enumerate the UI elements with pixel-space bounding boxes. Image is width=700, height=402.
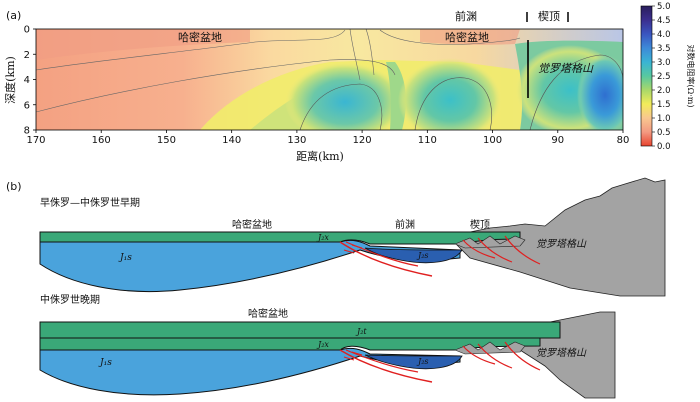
section2-hami: 哈密盆地 (248, 307, 288, 320)
x-tick-label: 140 (222, 135, 241, 146)
section2-unit-j2s: J₂s (416, 357, 429, 366)
colorbar-tick-label: 3.5 (657, 44, 671, 54)
section2-mountain: 觉罗塔格山 (536, 347, 587, 359)
section1-unit-j2x: J₂x (316, 233, 329, 242)
y-tick-label: 0 (24, 25, 30, 36)
y-axis-label: 深度(km) (3, 56, 17, 104)
annot-foredeep: 前渊 (455, 9, 477, 23)
colorbar-ticks: 5.0 4.5 4.0 3.5 3.0 2.5 2.0 1.5 1.0 0.5 0.0 (652, 2, 671, 152)
x-tick-label: 170 (26, 135, 45, 146)
x-axis: 170 160 150 140 130 120 110 100 90 80 (26, 130, 629, 146)
colorbar-tick-label: 0.5 (657, 128, 671, 138)
x-tick-label: 160 (92, 135, 111, 146)
resistivity-section (36, 29, 623, 130)
colorbar-tick-label: 4.0 (657, 30, 671, 40)
x-tick-label: 130 (287, 135, 306, 146)
colorbar (640, 5, 653, 147)
y-tick-label: 8 (24, 126, 30, 137)
y-tick-label: 6 (24, 100, 30, 111)
y-tick-label: 2 (24, 50, 30, 61)
annot-hami-left: 哈密盆地 (178, 30, 222, 44)
x-axis-label: 距离(km) (296, 149, 344, 163)
colorbar-tick-label: 2.0 (657, 86, 671, 96)
colorbar-tick-label: 2.5 (657, 72, 671, 82)
section1-foredeep: 前渊 (395, 218, 415, 231)
x-tick-label: 120 (353, 135, 372, 146)
panel-b-label: (b) (6, 180, 22, 193)
colorbar-tick-label: 0.0 (657, 142, 671, 152)
y-axis: 0 2 4 6 8 (24, 25, 36, 137)
section1-title: 早侏罗—中侏罗世早期 (40, 196, 140, 209)
x-tick-label: 150 (157, 135, 176, 146)
annot-hami-right: 哈密盆地 (445, 30, 489, 44)
colorbar-tick-label: 5.0 (657, 2, 671, 12)
section1-mountain: 觉罗塔格山 (536, 238, 587, 250)
annot-wedge-top: 楔顶 (538, 10, 560, 23)
x-tick-label: 100 (483, 135, 502, 146)
colorbar-tick-label: 1.0 (657, 114, 671, 124)
colorbar-title: 对数电阻率(Ω·m) (686, 44, 696, 107)
section2-unit-j1s: J₁s (98, 358, 112, 368)
section1-hami: 哈密盆地 (232, 218, 272, 231)
section1-cross-section (39, 177, 666, 297)
y-tick-label: 4 (24, 75, 30, 86)
section2-cross-section (39, 311, 616, 399)
section1-unit-j2s: J₂s (416, 251, 429, 260)
colorbar-tick-label: 1.5 (657, 100, 671, 110)
panel-a-label: (a) (6, 9, 21, 22)
annot-jueluotage: 觉罗塔格山 (538, 62, 594, 75)
section1-wedge-top: 楔顶 (470, 219, 490, 231)
colorbar-tick-label: 4.5 (657, 16, 671, 26)
section2-title: 中侏罗世晚期 (40, 293, 100, 306)
x-tick-label: 80 (617, 135, 630, 146)
x-tick-label: 90 (551, 135, 564, 146)
section2-unit-j2t: J₂t (355, 327, 367, 336)
section1-unit-j1s: J₁s (118, 253, 132, 263)
section2-unit-j2x: J₂x (316, 340, 329, 349)
x-tick-label: 110 (418, 135, 437, 146)
colorbar-tick-label: 3.0 (657, 58, 671, 68)
